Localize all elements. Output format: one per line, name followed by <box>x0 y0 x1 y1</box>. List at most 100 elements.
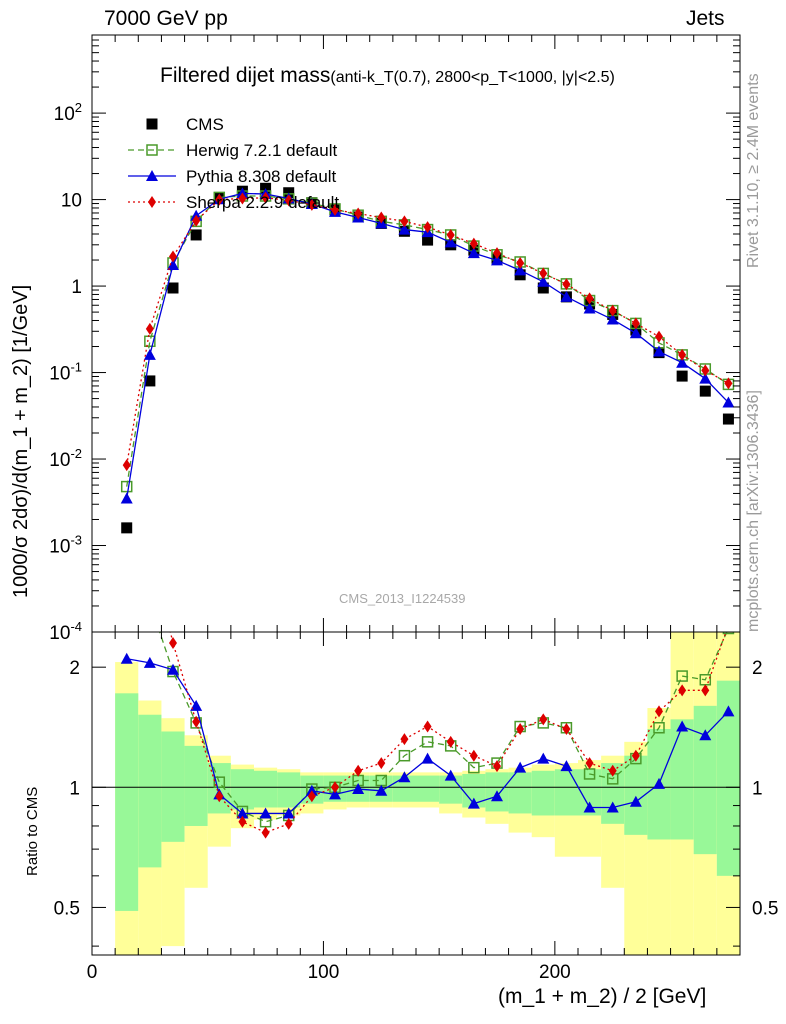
data-point-sherpa-2-2-9-default <box>400 733 409 746</box>
inner-band <box>416 775 440 802</box>
data-point-sherpa-2-2-9-default <box>539 267 548 280</box>
data-point-pythia-8-308-default <box>583 801 596 813</box>
data-point-sherpa-2-2-9-default <box>585 757 594 770</box>
legend-marker-sherpa-2-2-9-default <box>148 196 156 208</box>
data-point-herwig-7-2-1-default <box>145 598 155 608</box>
main-panel-series <box>120 182 735 534</box>
data-point-sherpa-2-2-9-default <box>169 250 177 263</box>
data-point-herwig-7-2-1-default <box>676 670 688 682</box>
data-point-sherpa-2-2-9-default <box>192 715 201 728</box>
data-point-pythia-8-308-default <box>699 372 712 384</box>
data-point-herwig-7-2-1-default <box>653 722 665 734</box>
legend-marker-cms <box>146 118 158 130</box>
series-line-sherpa-2-2-9-default <box>126 197 729 466</box>
y-tick-label-exponent: -3 <box>70 533 82 548</box>
data-point-herwig-7-2-1-default <box>120 480 133 493</box>
y-tick-label-exponent: -4 <box>70 619 82 634</box>
data-point-pythia-8-308-default <box>653 345 665 357</box>
data-point-sherpa-2-2-9-default <box>169 636 177 649</box>
legend-label-sherpa-2-2-9-default: Sherpa 2.2.9 default <box>186 193 339 212</box>
data-point-pythia-8-308-default <box>143 656 156 668</box>
data-point-cms <box>537 282 549 294</box>
data-point-sherpa-2-2-9-default <box>724 377 733 390</box>
data-point-sherpa-2-2-9-default <box>331 781 339 794</box>
data-point-sherpa-2-2-9-default <box>446 735 455 748</box>
series-pythia-8-308-default <box>120 187 735 504</box>
data-point-herwig-7-2-1-default <box>421 736 434 748</box>
inner-band <box>184 745 208 826</box>
data-point-pythia-8-308-default <box>421 752 434 764</box>
data-point-pythia-8-308-default <box>629 795 642 807</box>
data-point-sherpa-2-2-9-default <box>215 193 224 206</box>
inner-band <box>554 769 578 816</box>
ratio-y-tick-label: 1 <box>69 778 80 799</box>
data-point-pythia-8-308-default <box>583 302 596 314</box>
data-point-pythia-8-308-default <box>653 777 665 789</box>
chart-title-sub: (anti-k_T(0.7), 2800<p_T<1000, |y|<2.5) <box>330 69 615 86</box>
data-point-pythia-8-308-default <box>676 720 689 732</box>
data-point-pythia-8-308-default <box>259 807 272 819</box>
data-point-herwig-7-2-1-default <box>468 761 480 774</box>
y-tick-label-base: 10 <box>49 537 70 558</box>
data-point-sherpa-2-2-9-default <box>469 749 478 762</box>
data-point-herwig-7-2-1-default <box>144 335 156 348</box>
data-point-sherpa-2-2-9-default <box>724 619 732 631</box>
data-point-sherpa-2-2-9-default <box>701 684 710 697</box>
legend-label-pythia-8-308-default: Pythia 8.308 default <box>186 167 337 186</box>
y-tick-label-base: 10 <box>61 191 82 212</box>
data-point-pythia-8-308-default <box>190 699 203 711</box>
inner-band <box>277 772 301 808</box>
ratio-uncertainty-bands <box>115 632 740 955</box>
data-point-herwig-7-2-1-default <box>398 749 411 762</box>
ratio-y-tick-label: 2 <box>69 658 80 679</box>
ratio-y-tick-label: 2 <box>752 658 763 679</box>
data-point-pythia-8-308-default <box>560 760 573 772</box>
y-tick-label: 10-3 <box>49 533 82 558</box>
y-tick-label-exponent: -1 <box>70 360 82 375</box>
main-y-axis-label: 1000/σ 2dσ)/d(m_1 + m_2) [1/GeV] <box>10 284 32 598</box>
inner-band <box>508 772 532 814</box>
data-point-pythia-8-308-default <box>398 223 411 235</box>
data-point-sherpa-2-2-9-default <box>400 215 409 228</box>
axis-ticks <box>92 34 740 955</box>
data-point-sherpa-2-2-9-default <box>307 790 316 803</box>
mcplots-source-label: mcplots.cern.ch [arXiv:1306.3436] <box>745 390 762 632</box>
data-point-pythia-8-308-default <box>329 788 341 800</box>
data-point-sherpa-2-2-9-default <box>655 705 663 718</box>
data-point-sherpa-2-2-9-default <box>423 221 432 234</box>
legend-marker-pythia-8-308-default <box>146 170 158 181</box>
data-point-pythia-8-308-default <box>467 247 480 259</box>
data-point-pythia-8-308-default <box>444 236 457 248</box>
data-point-sherpa-2-2-9-default <box>562 278 571 291</box>
data-point-pythia-8-308-default <box>676 356 689 368</box>
ratio-panel-series <box>120 598 735 839</box>
data-point-sherpa-2-2-9-default <box>192 214 201 227</box>
data-point-sherpa-2-2-9-default <box>608 764 617 777</box>
legend-label-herwig-7-2-1-default: Herwig 7.2.1 default <box>186 141 337 160</box>
inner-band <box>138 714 162 868</box>
data-point-sherpa-2-2-9-default <box>423 720 432 733</box>
inner-band <box>578 769 602 816</box>
inner-band <box>462 773 486 808</box>
data-point-pythia-8-308-default <box>444 769 457 781</box>
y-tick-label-base: 10 <box>54 104 75 125</box>
x-tick-label: 200 <box>539 962 571 983</box>
data-point-sherpa-2-2-9-default <box>469 237 478 250</box>
y-tick-label: 1 <box>71 277 82 298</box>
data-point-pythia-8-308-default <box>560 290 573 302</box>
data-point-pythia-8-308-default <box>491 790 503 802</box>
data-point-pythia-8-308-default <box>143 348 156 360</box>
data-point-sherpa-2-2-9-default <box>493 760 501 773</box>
data-point-pythia-8-308-default <box>514 264 527 276</box>
data-point-cms <box>699 385 711 397</box>
data-point-cms <box>190 229 202 241</box>
inner-band <box>161 731 185 842</box>
legend-label-cms: CMS <box>186 115 224 134</box>
data-point-sherpa-2-2-9-default <box>377 757 386 770</box>
data-point-sherpa-2-2-9-default <box>238 815 247 828</box>
inner-band <box>601 763 625 824</box>
data-point-pythia-8-308-default <box>352 783 365 795</box>
y-tick-label: 10-1 <box>49 360 82 385</box>
y-tick-label-exponent: 2 <box>75 100 82 115</box>
data-point-cms <box>676 370 688 382</box>
